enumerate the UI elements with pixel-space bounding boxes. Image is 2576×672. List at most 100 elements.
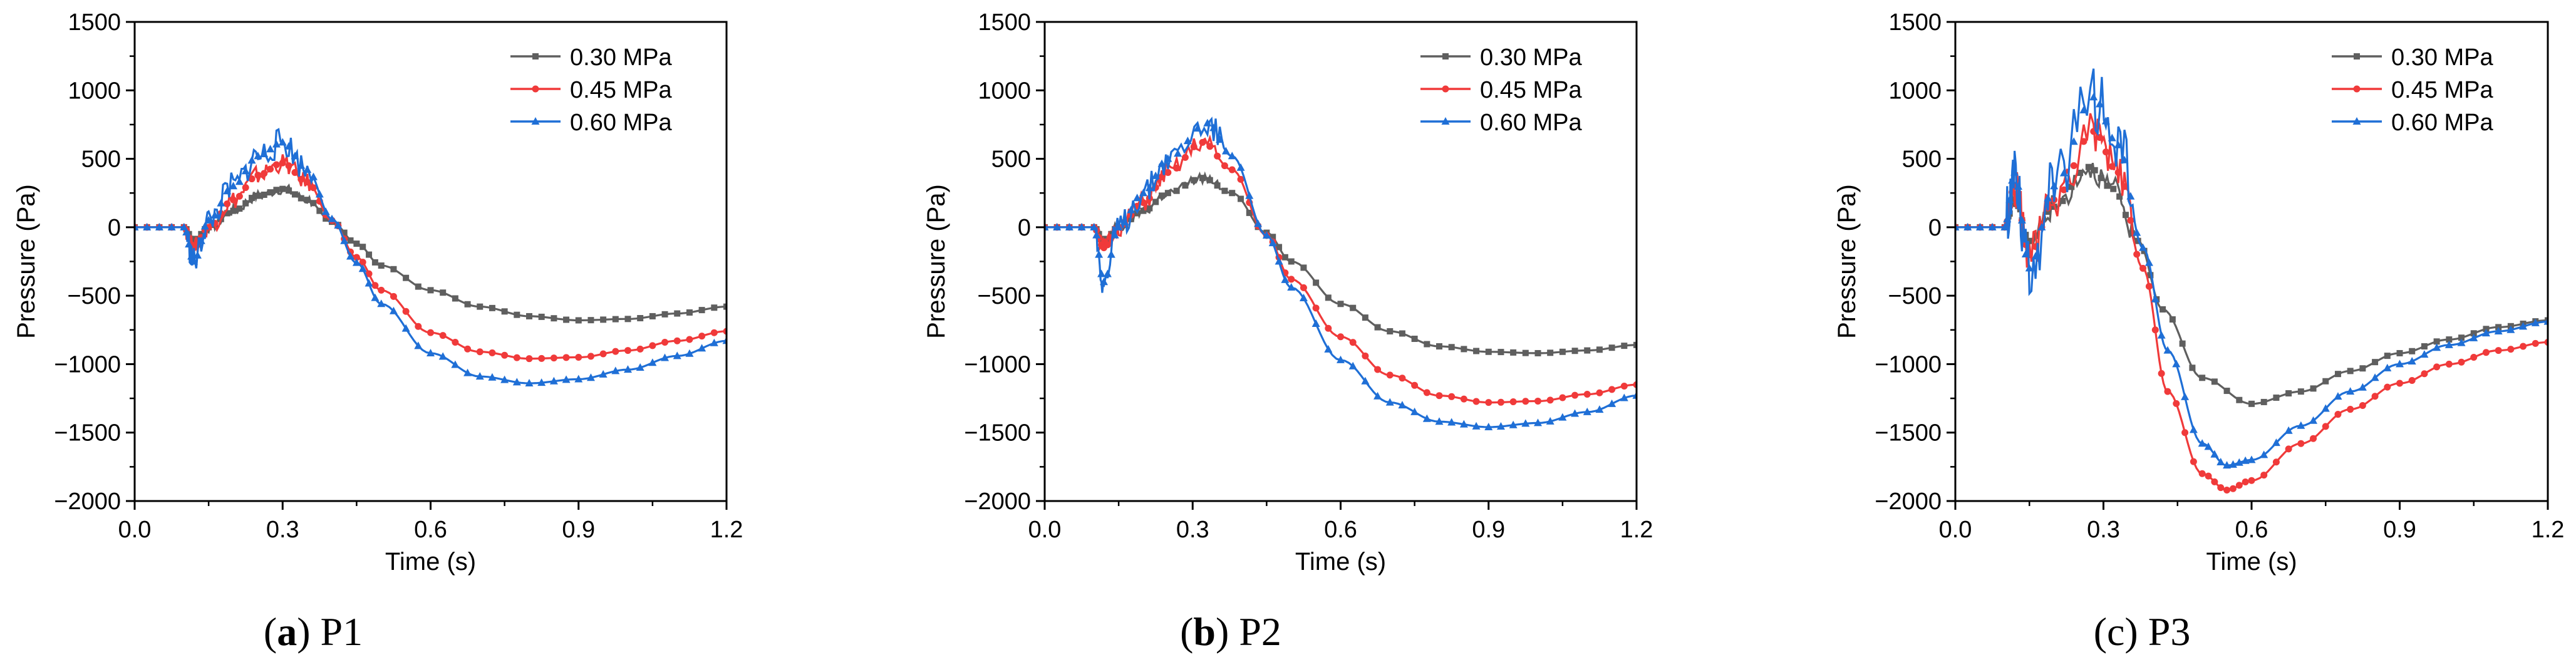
data-point: [309, 184, 317, 192]
data-point: [2133, 251, 2141, 258]
data-point: [440, 289, 447, 296]
data-point: [2445, 360, 2453, 368]
y-tick-label: −2000: [1875, 488, 1942, 515]
series-circle: [1045, 134, 1637, 406]
data-point: [2446, 336, 2453, 343]
data-point: [1988, 222, 1997, 230]
data-point: [390, 292, 397, 300]
data-point: [1337, 333, 1344, 341]
legend-marker: [2354, 53, 2360, 59]
data-point: [1362, 352, 1369, 359]
legend-label: 0.45 MPa: [2391, 77, 2494, 103]
data-point: [371, 282, 379, 289]
data-point: [1275, 257, 1283, 265]
data-point: [464, 345, 472, 353]
data-point: [1424, 341, 1430, 348]
data-point: [1522, 349, 1529, 356]
x-tick-label: 0.0: [118, 517, 152, 543]
data-point: [229, 182, 237, 190]
data-point: [2133, 228, 2141, 236]
data-point: [1221, 187, 1228, 194]
data-point: [1288, 276, 1295, 283]
data-point: [402, 308, 410, 315]
data-point: [2384, 383, 2391, 391]
data-point: [723, 303, 727, 310]
data-point: [2248, 400, 2255, 407]
data-point: [1097, 269, 1106, 277]
data-point: [1399, 330, 1405, 337]
data-point: [2372, 359, 2379, 366]
data-point: [451, 360, 460, 368]
data-point: [1216, 135, 1224, 143]
data-point: [2026, 237, 2033, 244]
x-tick-label: 1.2: [1620, 517, 1653, 543]
data-point: [2396, 359, 2404, 368]
data-point: [710, 338, 718, 346]
data-point: [230, 196, 237, 204]
data-point: [2458, 358, 2465, 366]
data-point: [190, 257, 198, 265]
data-point: [2506, 325, 2515, 333]
data-point: [1095, 250, 1104, 258]
data-point: [512, 378, 521, 386]
legend-marker: [532, 85, 539, 93]
data-point: [217, 199, 225, 207]
data-point: [710, 329, 718, 336]
data-point: [1104, 241, 1111, 249]
data-point: [1159, 192, 1166, 199]
data-point: [2433, 343, 2441, 351]
data-point: [389, 306, 398, 314]
data-point: [2151, 294, 2160, 302]
data-point: [2297, 440, 2305, 447]
data-point: [167, 222, 176, 230]
data-point: [1140, 199, 1147, 207]
data-point: [501, 351, 509, 359]
data-point: [2346, 387, 2355, 395]
data-point: [1497, 349, 1504, 356]
data-point: [371, 259, 378, 266]
data-point: [1955, 222, 1960, 230]
data-point: [2321, 404, 2330, 412]
data-point: [2229, 485, 2237, 492]
data-point: [278, 138, 287, 146]
data-point: [1190, 143, 1197, 150]
data-point: [2101, 116, 2110, 125]
data-point: [2096, 100, 2104, 108]
data-point: [2059, 168, 2068, 177]
legend-label: 0.60 MPa: [1480, 110, 1583, 136]
x-axis-label: Time (s): [1295, 548, 1386, 576]
data-point: [2077, 169, 2084, 176]
series-line: [1955, 113, 2548, 492]
data-point: [1632, 391, 1637, 399]
y-axis-label: Pressure (Pa): [1833, 184, 1861, 339]
data-point: [2164, 388, 2171, 395]
data-point: [261, 170, 268, 177]
data-point: [1485, 399, 1492, 406]
data-point: [1534, 349, 1541, 356]
data-point: [279, 185, 286, 192]
data-point: [1245, 191, 1254, 199]
data-point: [488, 373, 497, 381]
data-point: [1460, 395, 1467, 403]
y-tick-label: −1500: [964, 420, 1031, 447]
data-point: [1191, 177, 1197, 184]
data-point: [2144, 258, 2153, 266]
data-point: [2037, 222, 2046, 230]
data-point: [674, 310, 681, 317]
data-point: [2396, 349, 2403, 356]
data-point: [267, 189, 274, 196]
data-point: [2120, 155, 2129, 163]
data-point: [2158, 370, 2165, 377]
data-point: [266, 145, 275, 153]
data-point: [2114, 140, 2123, 148]
data-point: [360, 244, 366, 251]
data-point: [1199, 175, 1206, 182]
data-point: [1158, 173, 1166, 180]
data-point: [2044, 194, 2052, 202]
data-point: [390, 266, 397, 272]
data-point: [2044, 209, 2051, 215]
data-point: [2371, 373, 2379, 381]
legend-marker: [1442, 53, 1449, 59]
data-point: [2359, 365, 2366, 372]
